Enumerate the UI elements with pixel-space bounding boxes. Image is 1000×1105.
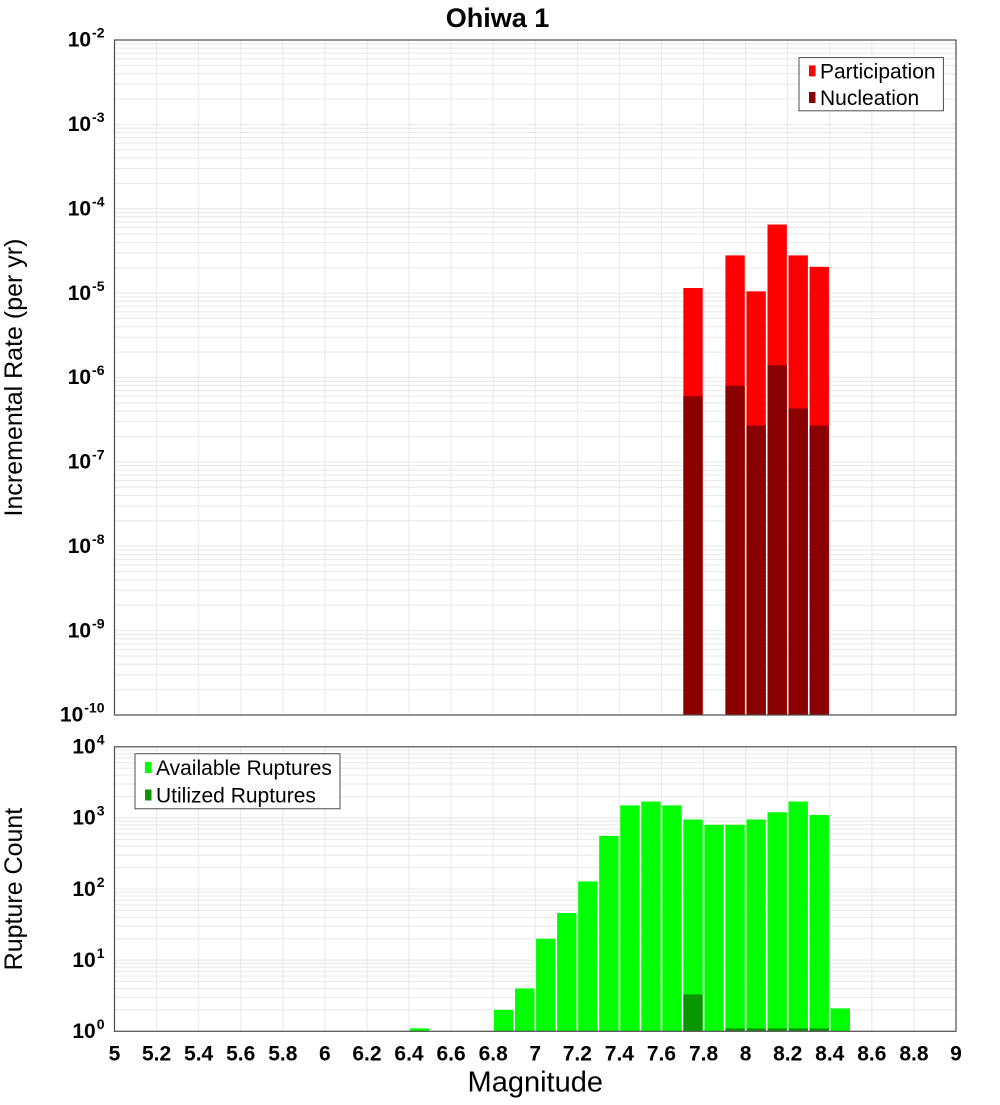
svg-text:8.6: 8.6 [857,1042,886,1065]
svg-text:Incremental Rate (per yr): Incremental Rate (per yr) [0,239,28,517]
svg-text:7.8: 7.8 [689,1042,719,1065]
svg-text:7: 7 [529,1042,541,1065]
svg-text:Participation: Participation [820,60,936,83]
svg-text:Ohiwa 1: Ohiwa 1 [446,3,550,33]
svg-text:5.4: 5.4 [184,1042,214,1065]
svg-text:7.2: 7.2 [563,1042,592,1065]
svg-text:8.8: 8.8 [899,1042,929,1065]
svg-text:Utilized Ruptures: Utilized Ruptures [156,785,316,808]
svg-text:6.8: 6.8 [479,1042,509,1065]
svg-text:9: 9 [950,1042,962,1065]
svg-text:8.2: 8.2 [773,1042,802,1065]
svg-text:6.6: 6.6 [436,1042,465,1065]
svg-text:5.6: 5.6 [226,1042,255,1065]
svg-text:5.8: 5.8 [268,1042,298,1065]
svg-text:7.4: 7.4 [605,1042,635,1065]
svg-text:Magnitude: Magnitude [468,1066,603,1098]
svg-text:Available Ruptures: Available Ruptures [156,757,332,780]
svg-text:Rupture Count: Rupture Count [0,808,28,971]
svg-text:5: 5 [109,1042,121,1065]
svg-text:8.4: 8.4 [815,1042,845,1065]
svg-text:Nucleation: Nucleation [820,87,919,110]
svg-text:6.4: 6.4 [394,1042,424,1065]
svg-text:8: 8 [740,1042,752,1065]
svg-text:6.2: 6.2 [352,1042,381,1065]
svg-text:6: 6 [319,1042,331,1065]
svg-text:5.2: 5.2 [142,1042,171,1065]
svg-text:7.6: 7.6 [647,1042,676,1065]
